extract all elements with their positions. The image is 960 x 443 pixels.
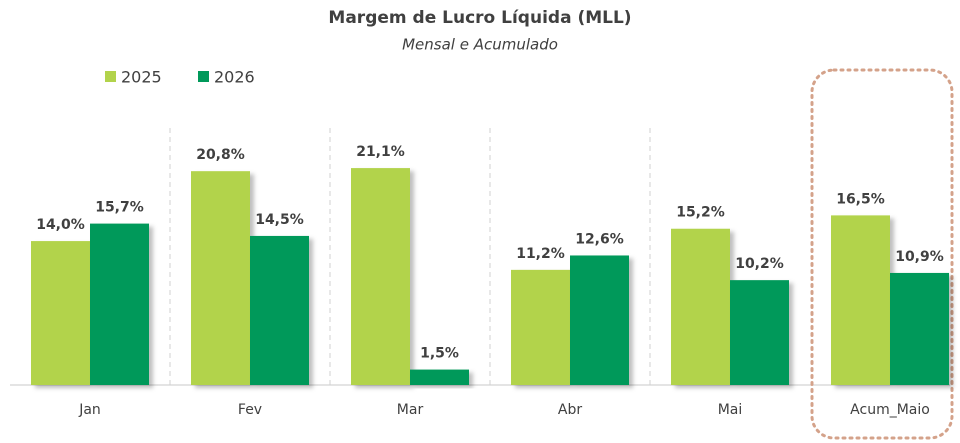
x-tick-label: Abr — [558, 402, 582, 418]
chart-title: Margem de Lucro Líquida (MLL) — [328, 8, 631, 28]
bar — [890, 272, 949, 385]
data-label: 1,5% — [420, 346, 459, 362]
bar — [831, 215, 890, 385]
bar — [250, 235, 309, 385]
data-label: 10,2% — [735, 256, 784, 272]
highlight-box — [810, 68, 954, 440]
bar — [191, 171, 250, 385]
x-tick-label: Fev — [238, 402, 262, 418]
bar — [511, 269, 570, 385]
data-label: 14,0% — [36, 217, 85, 233]
x-tick-label: Mar — [397, 402, 424, 418]
data-label: 12,6% — [575, 231, 624, 247]
data-label: 21,1% — [356, 144, 405, 160]
data-label: 16,5% — [836, 191, 885, 207]
legend-label: 2025 — [121, 68, 162, 87]
bar — [351, 168, 410, 385]
data-label: 11,2% — [516, 246, 565, 262]
data-label: 20,8% — [196, 147, 245, 163]
legend-label: 2026 — [214, 68, 255, 87]
bar — [410, 369, 469, 385]
bar — [90, 223, 149, 385]
x-tick-label: Acum_Maio — [850, 402, 930, 418]
legend-swatch — [105, 71, 116, 82]
chart-subtitle: Mensal e Acumulado — [402, 36, 558, 54]
data-label: 15,2% — [676, 205, 725, 221]
data-label: 15,7% — [95, 200, 144, 216]
x-tick-label: Jan — [78, 402, 101, 418]
data-label: 10,9% — [895, 249, 944, 265]
data-label: 14,5% — [255, 212, 304, 228]
bar — [31, 241, 90, 385]
bar — [570, 255, 629, 385]
x-tick-label: Mai — [718, 402, 743, 418]
bar — [730, 280, 789, 385]
bar — [671, 228, 730, 385]
legend-swatch — [198, 71, 209, 82]
